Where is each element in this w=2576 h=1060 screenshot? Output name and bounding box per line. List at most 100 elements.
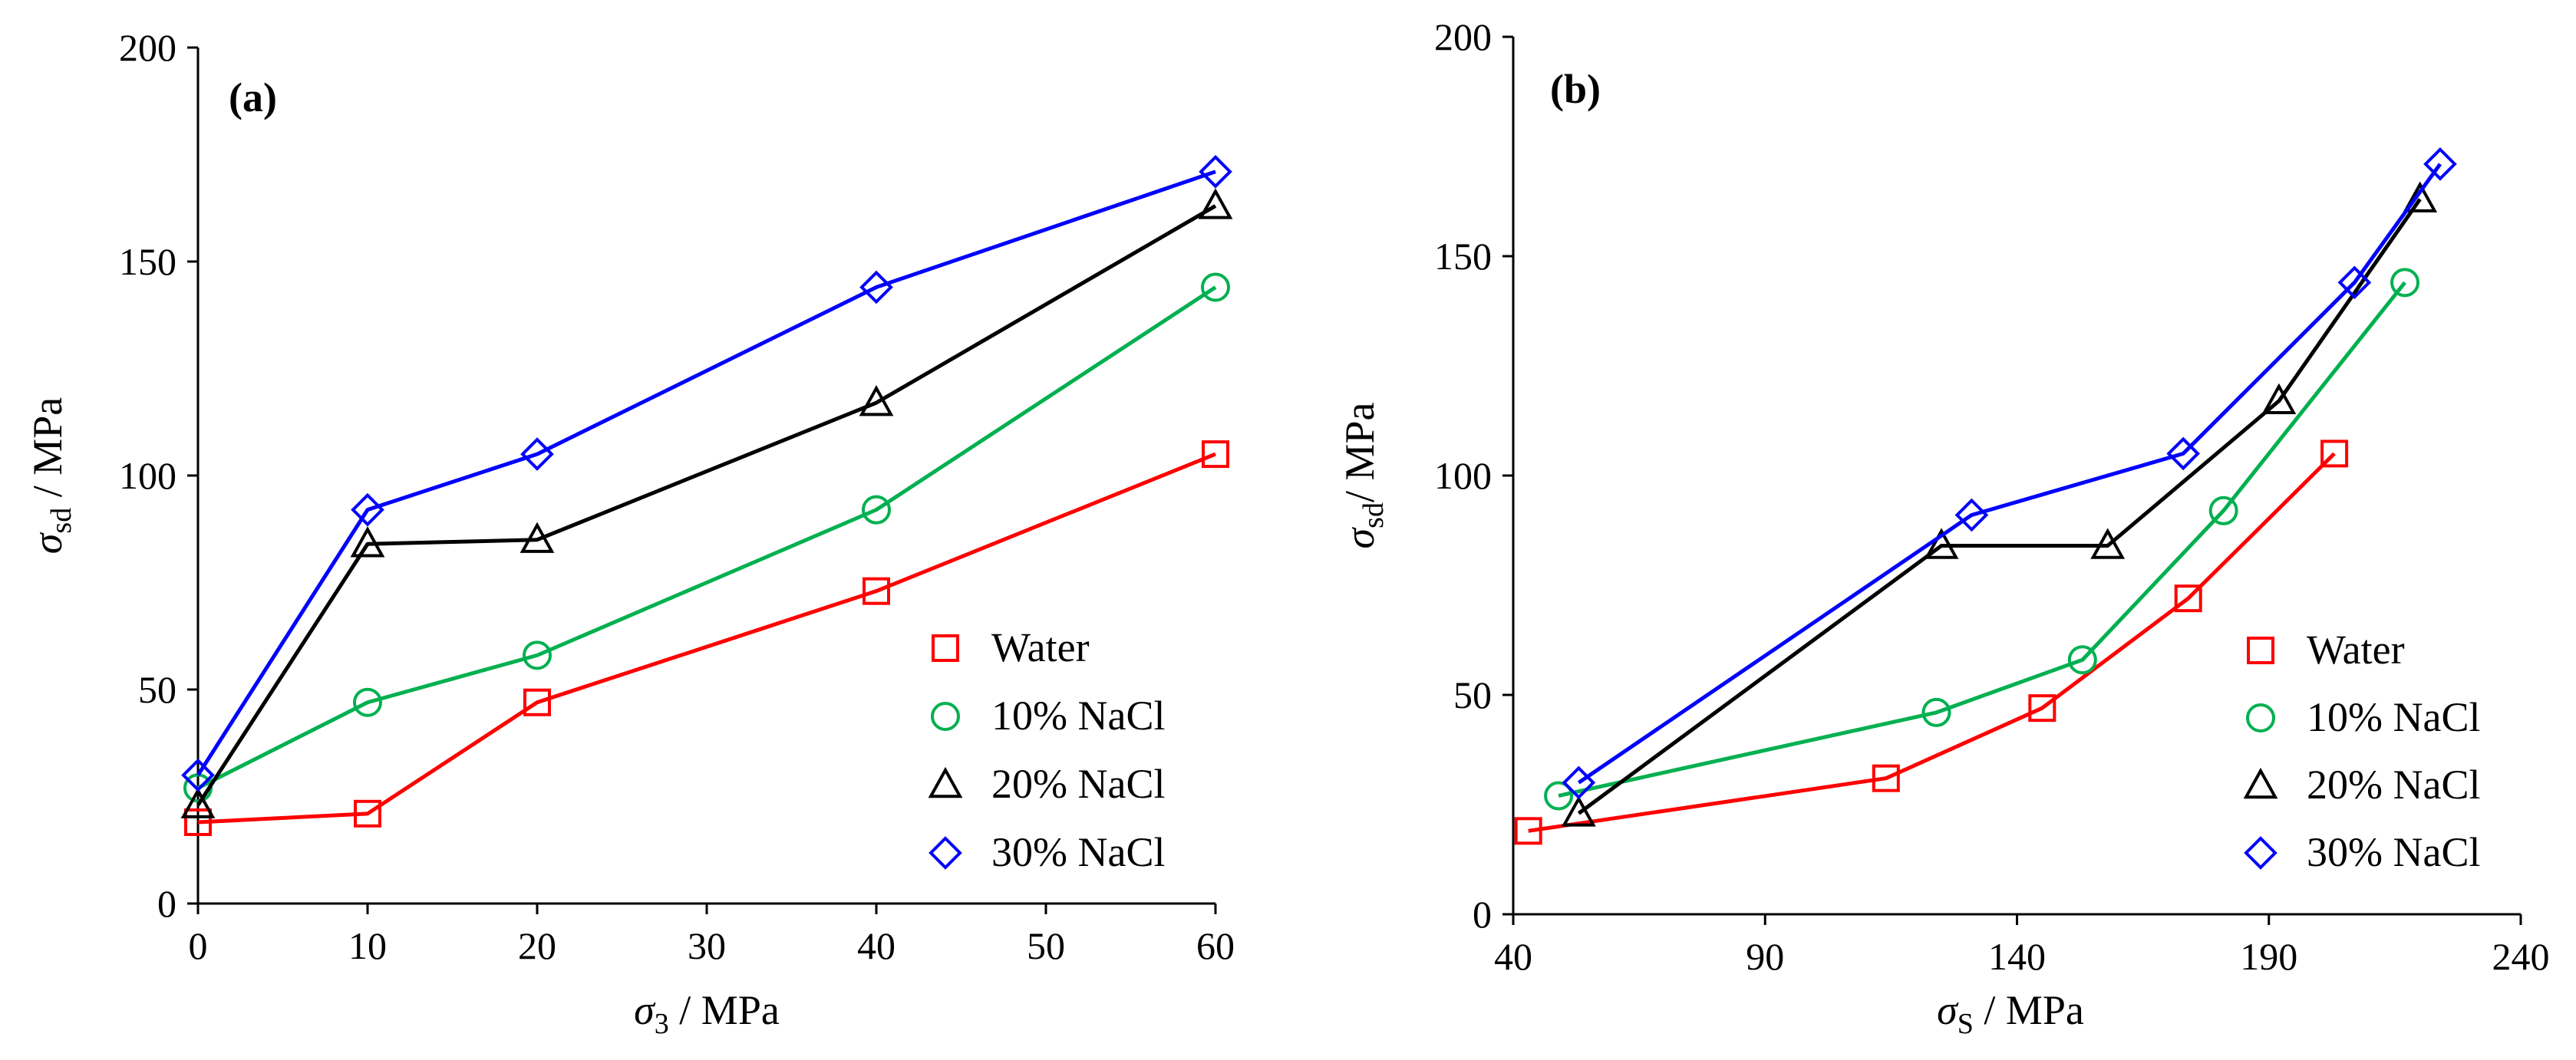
- data-point: [520, 437, 554, 471]
- y-tick-label: 100: [1434, 454, 1492, 497]
- y-axis-unit: / MPa: [1337, 402, 1383, 502]
- data-point: [2390, 268, 2420, 298]
- data-point: [2067, 645, 2097, 675]
- data-point: [354, 799, 381, 828]
- data-point: [523, 640, 552, 670]
- legend-marker: [2247, 637, 2274, 664]
- data-point: [859, 270, 893, 305]
- series-20-nacl: [180, 188, 1233, 818]
- y-axis-symbol: σ: [25, 532, 71, 554]
- data-point: [180, 787, 216, 818]
- legend-marker: [928, 766, 963, 798]
- series-10-nacl: [1544, 268, 2420, 811]
- data-point: [184, 808, 212, 836]
- data-point: [350, 526, 385, 558]
- series-line: [196, 204, 1217, 807]
- y-tick-label: 150: [1434, 235, 1492, 278]
- x-axis-subscript: S: [1958, 1008, 1974, 1040]
- x-tick-label: 0: [189, 924, 208, 967]
- data-point: [1872, 764, 1900, 792]
- data-point: [2337, 265, 2372, 300]
- x-tick-label: 40: [857, 924, 895, 967]
- legend-label: 20% NaCl: [991, 761, 1165, 807]
- series-30-nacl: [181, 154, 1232, 792]
- data-point: [351, 492, 384, 527]
- y-tick-label: 50: [1453, 673, 1492, 716]
- data-point: [2423, 147, 2457, 181]
- data-point: [2174, 584, 2202, 613]
- series-line: [1558, 281, 2406, 798]
- data-point: [862, 495, 891, 525]
- series-20-nacl: [1561, 181, 2438, 827]
- legend: Water 10% NaCl 20% NaCl 30% NaCl: [928, 624, 1165, 875]
- series-line: [1577, 198, 2422, 815]
- series-line: [196, 285, 1217, 790]
- y-tick-label: 0: [157, 882, 176, 925]
- y-axis-title: σsd/ MPa: [1337, 402, 1390, 548]
- x-axis-unit: / MPa: [1974, 987, 2084, 1033]
- y-tick-label: 200: [119, 26, 176, 69]
- data-point: [863, 577, 890, 605]
- legend-label: 30% NaCl: [2307, 829, 2480, 875]
- y-tick-label: 150: [119, 240, 176, 283]
- x-axis-subscript: 3: [655, 1008, 669, 1040]
- data-point: [1561, 795, 1596, 827]
- data-point: [1924, 528, 1959, 559]
- legend-marker: [2244, 836, 2278, 870]
- legend-label: 20% NaCl: [2307, 762, 2480, 808]
- data-point: [181, 758, 215, 792]
- legend: Water 10% NaCl 20% NaCl 30% NaCl: [2243, 627, 2480, 875]
- series-30-nacl: [1562, 147, 2457, 800]
- panel-label: (a): [229, 74, 277, 120]
- legend-marker: [2246, 703, 2275, 732]
- data-point: [2403, 181, 2438, 212]
- series-line: [196, 170, 1216, 776]
- x-axis-symbol: σ: [1937, 987, 1959, 1033]
- legend-label: 30% NaCl: [991, 829, 1165, 875]
- series-water: [184, 440, 1229, 836]
- x-tick-label: 40: [1494, 935, 1532, 978]
- y-axis-subscript: sd: [45, 508, 78, 534]
- legend-marker: [928, 836, 962, 870]
- data-point: [353, 687, 382, 717]
- x-axis-title: σS / MPa: [1937, 987, 2084, 1040]
- data-point: [2090, 528, 2126, 559]
- data-point: [859, 385, 894, 416]
- y-axis-subscript: sd: [1357, 502, 1390, 528]
- y-tick-label: 100: [119, 454, 176, 497]
- data-point: [2208, 495, 2238, 525]
- x-axis-title: σ3 / MPa: [634, 987, 780, 1040]
- data-point: [1514, 817, 1542, 845]
- x-tick-label: 60: [1196, 924, 1235, 967]
- y-axis-symbol: σ: [1337, 526, 1383, 548]
- data-point: [1921, 697, 1951, 727]
- data-point: [2028, 694, 2057, 723]
- x-tick-label: 20: [518, 924, 556, 967]
- legend-label: Water: [991, 624, 1090, 670]
- legend-marker: [931, 702, 960, 731]
- data-point: [519, 522, 555, 553]
- series-water: [1514, 439, 2349, 845]
- x-tick-label: 240: [2492, 935, 2550, 978]
- y-tick-label: 200: [1434, 15, 1492, 58]
- x-axis-symbol: σ: [634, 987, 656, 1033]
- data-point: [1198, 188, 1233, 219]
- x-axis-unit: / MPa: [669, 987, 780, 1033]
- y-tick-label: 50: [138, 668, 176, 711]
- x-tick-label: 30: [688, 924, 726, 967]
- series-line: [1577, 163, 2442, 785]
- y-axis-title: σsd / MPa: [25, 397, 78, 554]
- y-axis-unit: / MPa: [25, 397, 71, 508]
- panel-label: (b): [1550, 66, 1601, 112]
- data-point: [1562, 765, 1596, 800]
- data-point: [1954, 498, 1989, 532]
- x-tick-label: 50: [1027, 924, 1065, 967]
- x-tick-label: 90: [1746, 935, 1784, 978]
- data-point: [1544, 781, 1574, 811]
- series-line: [197, 452, 1216, 825]
- legend-label: 10% NaCl: [991, 693, 1165, 739]
- data-point: [2261, 383, 2297, 414]
- x-tick-label: 140: [1988, 935, 2046, 978]
